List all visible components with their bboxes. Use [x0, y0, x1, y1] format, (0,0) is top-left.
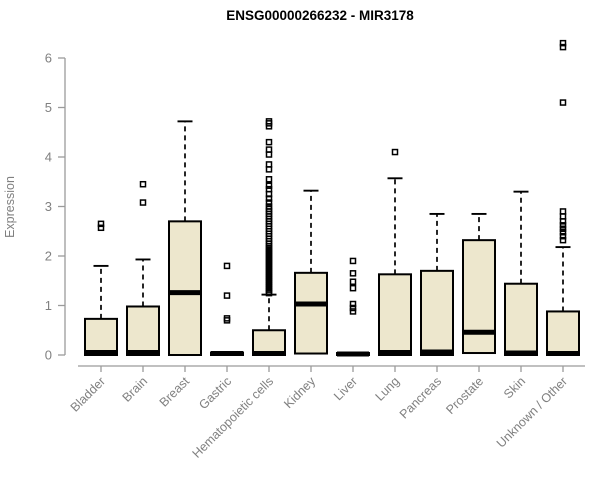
chart-title: ENSG00000266232 - MIR3178	[226, 8, 414, 23]
box-lung	[378, 273, 412, 356]
outlier-hematopoietic-cells	[265, 182, 273, 189]
outlier-liver	[349, 270, 357, 277]
outlier-liver	[349, 257, 357, 265]
y-tick-label: 4	[45, 150, 52, 165]
x-tick-label-liver: Liver	[331, 374, 360, 403]
outlier-liver	[349, 284, 357, 292]
outlier-hematopoietic-cells	[265, 176, 273, 183]
y-tick-label: 1	[45, 298, 52, 313]
outlier-unknown-other	[559, 43, 567, 51]
outlier-unknown-other	[559, 208, 567, 215]
outlier-hematopoietic-cells	[265, 138, 273, 146]
outlier-unknown-other	[559, 236, 567, 244]
outlier-unknown-other	[559, 99, 567, 106]
y-tick-label: 0	[45, 348, 52, 363]
outlier-liver	[349, 300, 357, 308]
box-hematopoietic-cells	[252, 329, 286, 356]
outlier-gastric	[223, 292, 231, 299]
box-pancreas	[420, 269, 454, 357]
x-tick-label-prostate: Prostate	[443, 374, 486, 417]
outlier-liver	[349, 304, 357, 312]
outlier-hematopoietic-cells	[265, 146, 273, 153]
outlier-hematopoietic-cells	[265, 185, 273, 193]
x-tick-label-brain: Brain	[120, 374, 151, 405]
box-unknown-other	[546, 310, 580, 357]
y-tick-label: 5	[45, 100, 52, 115]
outlier-hematopoietic-cells	[265, 199, 273, 206]
x-tick-label-unknown-other: Unknown / Other	[494, 374, 570, 450]
y-tick-label: 3	[45, 199, 52, 214]
plot-layer: 0 1 2 3 4 5 6 Bladder Brain Breast GastricHematopo…	[45, 39, 585, 461]
outlier-gastric	[223, 315, 231, 322]
outlier-unknown-other	[559, 232, 567, 240]
box-bladder	[84, 317, 118, 356]
x-tick-label-pancreas: Pancreas	[397, 374, 444, 421]
outlier-hematopoietic-cells	[265, 118, 273, 125]
box-breast	[168, 220, 202, 356]
box-prostate	[462, 239, 496, 355]
y-tick-label: 6	[45, 51, 52, 66]
x-tick-label-kidney: Kidney	[281, 374, 318, 411]
y-axis-label: Expression	[3, 176, 17, 238]
x-tick-label-breast: Breast	[157, 374, 193, 410]
x-tick-label-lung: Lung	[373, 374, 403, 404]
outlier-unknown-other	[559, 222, 567, 229]
x-tick-label-hematopoietic-cells: Hematopoietic cells	[190, 374, 277, 461]
box-skin	[504, 282, 538, 356]
outlier-bladder	[97, 224, 105, 232]
box-brain	[126, 305, 160, 356]
outlier-hematopoietic-cells	[265, 203, 273, 210]
outlier-gastric	[223, 262, 231, 270]
outlier-bladder	[97, 220, 105, 228]
outlier-brain	[139, 199, 147, 206]
x-tick-label-gastric: Gastric	[196, 374, 234, 412]
x-tick-label-skin: Skin	[501, 374, 528, 401]
outlier-hematopoietic-cells	[265, 161, 273, 168]
x-tick-label-bladder: Bladder	[68, 374, 108, 414]
y-tick-label: 2	[45, 249, 52, 264]
outlier-unknown-other	[559, 39, 567, 47]
outlier-liver	[349, 278, 357, 285]
outlier-unknown-other	[559, 228, 567, 236]
outlier-brain	[139, 180, 147, 188]
outlier-lung	[391, 148, 399, 156]
outlier-unknown-other	[559, 225, 567, 233]
box-kidney	[294, 271, 328, 355]
outlier-liver	[349, 308, 357, 315]
